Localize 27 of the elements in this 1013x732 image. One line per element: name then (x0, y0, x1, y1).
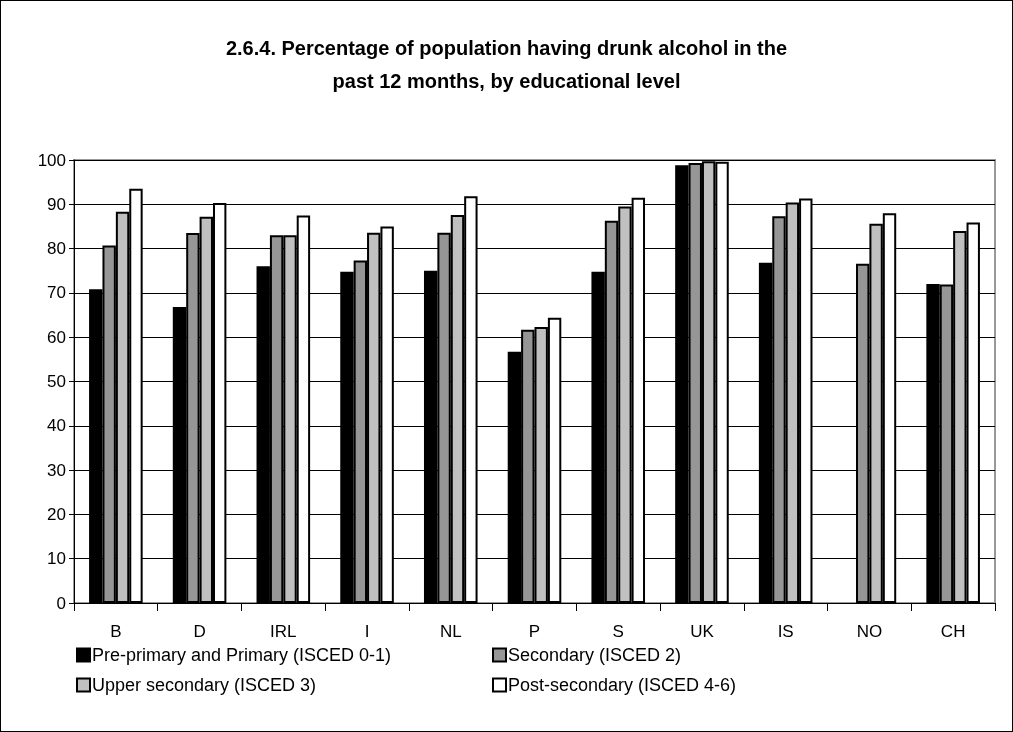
y-tick-label: 90 (47, 194, 66, 214)
x-tick-label: I (364, 622, 370, 641)
x-tick-label: NO (856, 622, 883, 641)
y-tick-label: 60 (47, 327, 66, 347)
x-tick-label: IRL (270, 622, 297, 641)
x-tick-label: NL (439, 622, 462, 641)
y-tick-label: 40 (47, 416, 66, 436)
x-tick-label: D (193, 622, 206, 641)
legend-label: Upper secondary (ISCED 3) (92, 675, 317, 695)
y-tick-label: 80 (47, 239, 66, 259)
y-tick-label: 20 (47, 504, 66, 524)
legend-label: Post-secondary (ISCED 4-6) (508, 675, 737, 695)
legend-label: Secondary (ISCED 2) (508, 645, 682, 665)
y-tick-label: 0 (56, 593, 66, 613)
x-tick-label: B (110, 622, 122, 641)
x-tick-label: S (612, 622, 624, 641)
x-tick-label: UK (690, 622, 715, 641)
y-tick-label: 30 (47, 460, 66, 480)
y-tick-label: 50 (47, 372, 66, 391)
x-tick-label: IS (777, 622, 794, 641)
chart-title: 2.6.4. Percentage of population having drunk alcohol in the past 12 months, by educational level (225, 36, 788, 92)
x-tick-label: CH (940, 622, 966, 641)
y-tick-label: 10 (47, 549, 66, 569)
y-tick-label: 70 (47, 283, 66, 303)
x-tick-label: P (528, 622, 541, 641)
legend-label: Pre-primary and Primary (ISCED 0-1) (92, 645, 392, 665)
y-tick-label: 100 (37, 150, 66, 170)
